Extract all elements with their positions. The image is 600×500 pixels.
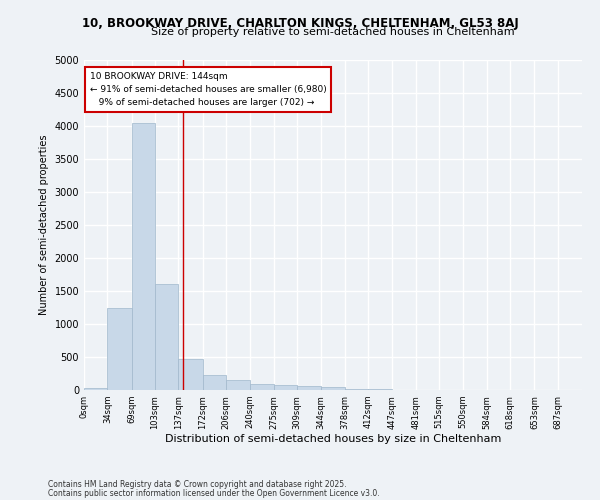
Bar [84,388,107,390]
Bar [178,359,203,390]
Text: 10, BROOKWAY DRIVE, CHARLTON KINGS, CHELTENHAM, GL53 8AJ: 10, BROOKWAY DRIVE, CHARLTON KINGS, CHEL… [82,18,518,30]
Bar [107,308,131,390]
Bar [297,386,321,390]
Bar [274,385,297,390]
Y-axis label: Number of semi-detached properties: Number of semi-detached properties [39,134,49,316]
Text: Contains public sector information licensed under the Open Government Licence v3: Contains public sector information licen… [48,489,380,498]
Text: 10 BROOKWAY DRIVE: 144sqm
← 91% of semi-detached houses are smaller (6,980)
   9: 10 BROOKWAY DRIVE: 144sqm ← 91% of semi-… [89,72,326,108]
Bar [345,388,368,390]
Text: Contains HM Land Registry data © Crown copyright and database right 2025.: Contains HM Land Registry data © Crown c… [48,480,347,489]
Bar [203,376,226,390]
Bar [321,387,345,390]
Title: Size of property relative to semi-detached houses in Cheltenham: Size of property relative to semi-detach… [151,27,515,37]
Bar [131,122,155,390]
X-axis label: Distribution of semi-detached houses by size in Cheltenham: Distribution of semi-detached houses by … [165,434,501,444]
Bar [155,284,178,390]
Bar [226,380,250,390]
Bar [250,384,274,390]
